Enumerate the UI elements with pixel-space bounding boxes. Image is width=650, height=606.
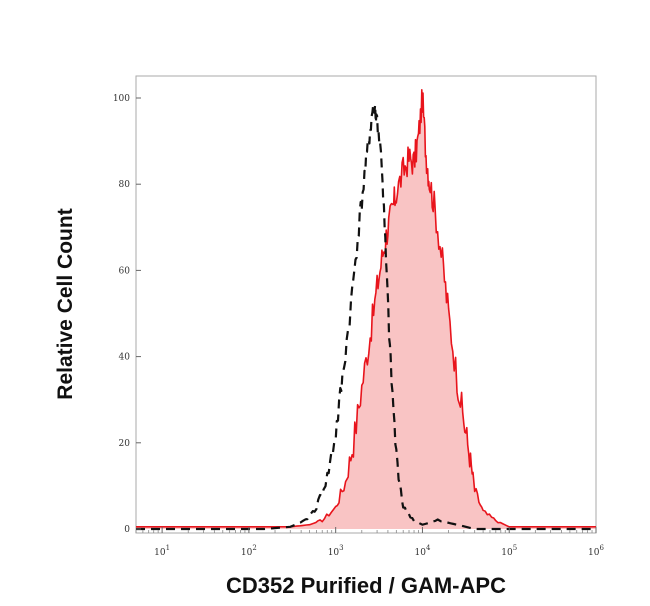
y-tick-label: 100 — [113, 94, 130, 104]
y-tick-label: 20 — [119, 439, 131, 449]
x-tick-label: 106 — [588, 544, 604, 558]
x-tick-label: 101 — [154, 544, 170, 558]
stained-series-fill — [136, 89, 596, 530]
x-tick-label: 102 — [241, 544, 257, 558]
x-tick-label: 105 — [501, 544, 517, 558]
x-tick-label: 104 — [414, 544, 430, 558]
x-tick-label: 103 — [328, 544, 344, 558]
plot-frame — [135, 75, 597, 534]
y-tick-label: 60 — [119, 266, 131, 276]
y-tick-label: 0 — [124, 525, 130, 535]
y-axis-title: Relative Cell Count — [54, 208, 77, 399]
control-series-line — [136, 103, 596, 531]
y-tick-label: 80 — [119, 180, 131, 190]
y-tick-label: 40 — [119, 353, 131, 363]
x-axis-title: CD352 Purified / GAM-APC — [226, 573, 506, 598]
series-layer — [136, 89, 596, 531]
stained-series-line — [136, 89, 596, 528]
axis-layer: 0 20 40 60 80 100 101 102 103 104 105 106 — [113, 94, 605, 558]
